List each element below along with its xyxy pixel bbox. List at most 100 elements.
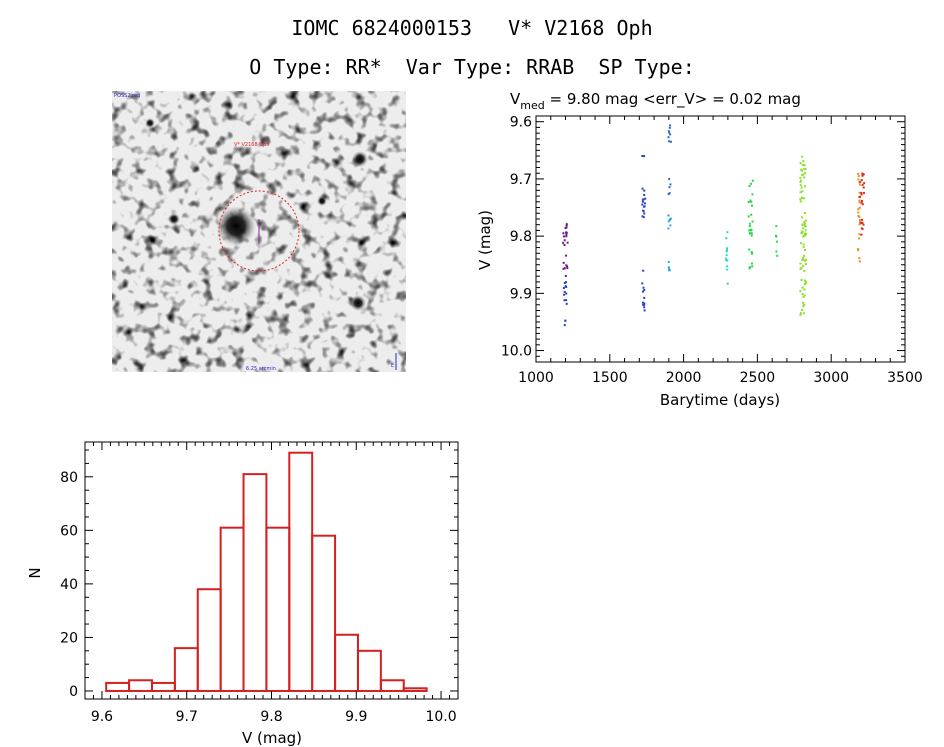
lc-data-point [803, 234, 805, 236]
lc-data-point [567, 242, 569, 244]
lc-data-point [643, 190, 645, 192]
lc-data-point [802, 287, 804, 289]
lc-data-point [802, 259, 804, 261]
lc-data-point [859, 223, 861, 225]
lc-data-point [858, 237, 860, 239]
lc-data-point [562, 232, 564, 234]
lc-data-point [803, 244, 805, 246]
lc-data-point [641, 204, 643, 206]
lc-data-point [863, 192, 865, 194]
hist-bar [175, 648, 198, 691]
lc-data-point [751, 235, 753, 237]
lc-data-point [750, 229, 752, 231]
lc-data-point [643, 289, 645, 291]
lc-data-point [800, 191, 802, 193]
lc-data-point [802, 293, 804, 295]
hist-bar [106, 683, 129, 691]
lc-data-point [801, 174, 803, 176]
lc-data-point [669, 269, 671, 271]
lc-x-axis-label: Barytime (days) [660, 391, 780, 409]
lc-data-point [749, 200, 751, 202]
lc-x-tick-label: 1500 [592, 370, 628, 386]
lc-data-point [859, 196, 861, 198]
lc-data-point [801, 279, 803, 281]
lc-data-point [669, 183, 671, 185]
lc-data-point [749, 223, 751, 225]
lc-data-point [860, 222, 862, 224]
lc-data-point [752, 221, 754, 223]
lc-y-tick-label: 9.8 [510, 229, 532, 245]
lc-data-point [800, 200, 802, 202]
lc-data-point [643, 210, 645, 212]
lc-data-point [668, 193, 670, 195]
hist-bar [381, 680, 404, 691]
lc-data-point [859, 184, 861, 186]
lc-data-point [565, 255, 567, 257]
hist-x-tick-label: 9.9 [345, 709, 367, 725]
lc-data-point [863, 186, 865, 188]
lc-data-point [726, 259, 728, 261]
lc-x-tick-label: 2500 [740, 370, 776, 386]
lc-data-point [861, 200, 863, 202]
lc-data-point [858, 201, 860, 203]
lc-data-point [726, 247, 728, 249]
lc-data-point [776, 255, 778, 257]
lc-data-point [800, 180, 802, 182]
lc-data-point [643, 297, 645, 299]
lc-data-point [564, 299, 566, 301]
lc-x-tick-label: 1000 [518, 370, 554, 386]
lc-x-tick-label: 3500 [887, 370, 923, 386]
lc-data-point [749, 225, 751, 227]
hist-bar [335, 635, 358, 691]
lc-x-tick-label: 2000 [666, 370, 702, 386]
lc-data-point [857, 178, 859, 180]
lc-data-point [643, 206, 645, 208]
lc-data-point [805, 220, 807, 222]
lc-data-point [801, 231, 803, 233]
lc-data-point [565, 234, 567, 236]
lc-data-point [565, 285, 567, 287]
lc-data-point [669, 133, 671, 135]
lc-data-point [775, 225, 777, 227]
lc-data-point [668, 130, 670, 132]
lc-data-point [802, 227, 804, 229]
lc-data-point [857, 248, 859, 250]
lc-data-point [564, 244, 566, 246]
hist-y-tick-label: 40 [60, 577, 78, 593]
lc-data-point [748, 215, 750, 217]
lc-data-point [566, 267, 568, 269]
lc-data-point [801, 170, 803, 172]
lc-data-point [799, 290, 801, 292]
hist-bar [289, 453, 312, 691]
lc-data-point [861, 179, 863, 181]
lc-data-point [800, 184, 802, 186]
lc-data-point [564, 324, 566, 326]
hist-plot-frame [85, 442, 458, 699]
lc-data-point [801, 187, 803, 189]
lc-data-point [858, 233, 860, 235]
lc-data-point [751, 232, 753, 234]
lc-data-point [861, 219, 863, 221]
hist-y-tick-label: 20 [60, 630, 78, 646]
lc-y-tick-label: 9.9 [510, 286, 532, 302]
lc-data-point [857, 212, 859, 214]
lc-title-rest: = 9.80 mag <err_V> = 0.02 mag [545, 90, 801, 109]
lc-data-point [642, 199, 644, 201]
lc-data-point [861, 174, 863, 176]
lc-data-point [727, 283, 729, 285]
lc-data-point [667, 227, 669, 229]
lc-data-point [641, 282, 643, 284]
lc-data-point [668, 220, 670, 222]
lc-data-point [799, 198, 801, 200]
hist-bars [106, 453, 426, 691]
lc-data-point [858, 216, 860, 218]
lc-data-point [803, 164, 805, 166]
lc-data-point [859, 260, 861, 262]
lc-data-point [803, 255, 805, 257]
lc-points [562, 124, 865, 326]
lc-data-point [667, 136, 669, 138]
lc-data-point [563, 235, 565, 237]
hist-y-tick-label: 60 [60, 523, 78, 539]
lc-data-point [803, 270, 805, 272]
lc-y-axis-label: V (mag) [476, 210, 494, 270]
